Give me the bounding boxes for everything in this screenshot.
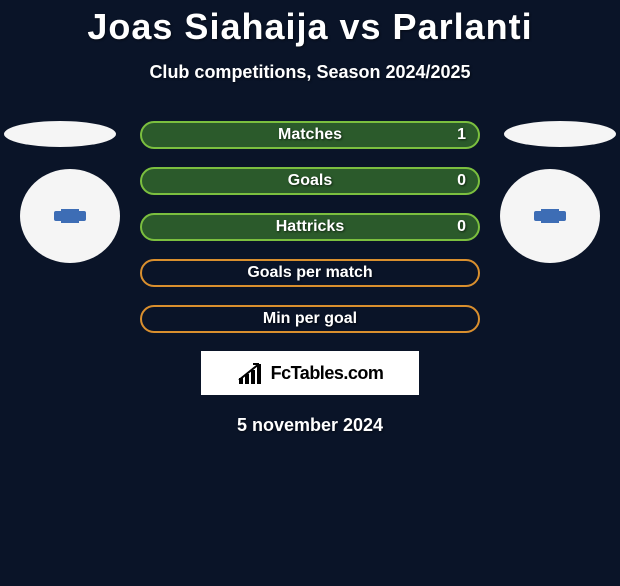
- shirt-icon: [61, 209, 79, 223]
- logo-text: FcTables.com: [271, 363, 384, 384]
- stat-label: Min per goal: [263, 310, 357, 328]
- stat-row-matches: Matches 1: [140, 121, 480, 149]
- page-subtitle: Club competitions, Season 2024/2025: [0, 62, 620, 83]
- stat-value: 0: [457, 172, 466, 190]
- stat-label: Goals per match: [247, 264, 372, 282]
- stat-label: Matches: [278, 126, 342, 144]
- stat-row-goals: Goals 0: [140, 167, 480, 195]
- comparison-area: Matches 1 Goals 0 Hattricks 0 Goals per …: [0, 121, 620, 436]
- stat-label: Hattricks: [276, 218, 344, 236]
- stat-label: Goals: [288, 172, 332, 190]
- stat-value: 0: [457, 218, 466, 236]
- stat-value: 1: [457, 126, 466, 144]
- page-title: Joas Siahaija vs Parlanti: [0, 6, 620, 48]
- stat-row-goals-per-match: Goals per match: [140, 259, 480, 287]
- generated-date: 5 november 2024: [0, 415, 620, 436]
- player-right-badge-circle: [500, 169, 600, 263]
- source-logo: FcTables.com: [201, 351, 419, 395]
- chart-icon: [237, 362, 265, 384]
- player-left-badge-circle: [20, 169, 120, 263]
- stat-row-min-per-goal: Min per goal: [140, 305, 480, 333]
- shirt-icon: [541, 209, 559, 223]
- player-left-ellipse: [4, 121, 116, 147]
- stat-rows: Matches 1 Goals 0 Hattricks 0 Goals per …: [140, 121, 480, 333]
- player-right-ellipse: [504, 121, 616, 147]
- stat-row-hattricks: Hattricks 0: [140, 213, 480, 241]
